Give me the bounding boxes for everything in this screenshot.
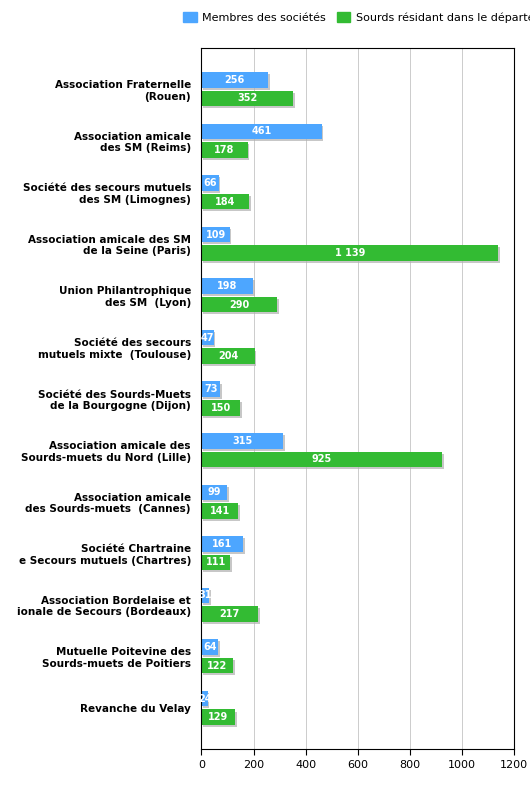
Bar <box>203 435 285 450</box>
Bar <box>201 691 208 706</box>
Text: 925: 925 <box>312 454 332 465</box>
Text: 64: 64 <box>203 642 216 652</box>
Bar <box>201 503 238 519</box>
Text: 129: 129 <box>208 713 228 722</box>
Bar <box>203 126 323 141</box>
Bar <box>203 402 242 418</box>
Bar <box>201 194 249 210</box>
Text: 198: 198 <box>217 281 237 291</box>
Bar <box>203 712 236 727</box>
Bar <box>203 229 232 245</box>
Bar <box>201 433 284 449</box>
Bar <box>201 142 248 158</box>
Legend: Membres des sociétés, Sourds résidant dans le département: Membres des sociétés, Sourds résidant da… <box>179 8 530 27</box>
Text: 47: 47 <box>201 332 214 343</box>
Bar <box>201 175 218 190</box>
Text: 178: 178 <box>215 145 235 155</box>
Text: 99: 99 <box>208 487 221 497</box>
Text: 256: 256 <box>225 75 245 84</box>
Bar <box>203 608 260 624</box>
Bar <box>203 453 444 469</box>
Text: 122: 122 <box>207 661 227 670</box>
Text: 150: 150 <box>211 402 231 413</box>
Text: 31: 31 <box>199 591 212 600</box>
Text: 66: 66 <box>203 178 217 188</box>
Bar <box>201 278 253 294</box>
Bar <box>203 332 215 347</box>
Bar <box>203 351 256 366</box>
Bar <box>201 536 243 552</box>
Text: 352: 352 <box>237 93 258 104</box>
Bar <box>201 297 277 312</box>
Bar <box>201 227 230 242</box>
Bar <box>201 452 443 467</box>
Bar <box>203 590 211 605</box>
Bar <box>203 74 270 89</box>
Bar <box>201 607 258 622</box>
Bar <box>203 247 500 263</box>
Bar <box>203 281 254 296</box>
Bar <box>201 72 268 88</box>
Bar <box>203 383 222 399</box>
Bar <box>201 639 218 655</box>
Bar <box>203 693 209 709</box>
Bar <box>201 587 209 603</box>
Text: 109: 109 <box>206 230 226 240</box>
Bar <box>201 348 254 364</box>
Text: 217: 217 <box>219 609 240 619</box>
Bar <box>203 642 219 657</box>
Bar <box>203 92 295 108</box>
Bar <box>201 400 241 415</box>
Text: 184: 184 <box>215 197 235 206</box>
Text: 1 139: 1 139 <box>334 248 365 258</box>
Text: 290: 290 <box>229 300 249 310</box>
Bar <box>203 505 240 520</box>
Bar <box>201 658 233 673</box>
Text: 315: 315 <box>232 436 253 446</box>
Bar <box>201 91 293 106</box>
Text: 161: 161 <box>212 539 233 549</box>
Bar <box>201 709 235 725</box>
Text: 141: 141 <box>210 506 230 516</box>
Text: 461: 461 <box>251 127 271 136</box>
Bar <box>203 299 279 315</box>
Text: 73: 73 <box>204 384 218 395</box>
Bar <box>203 660 235 675</box>
Text: 204: 204 <box>218 351 238 361</box>
Bar <box>201 245 498 261</box>
Bar <box>201 330 214 345</box>
Bar <box>203 196 251 211</box>
Bar <box>203 487 229 502</box>
Bar <box>203 144 249 159</box>
Bar <box>201 124 322 139</box>
Bar <box>203 538 245 554</box>
Bar <box>201 555 231 570</box>
Bar <box>201 382 220 397</box>
Bar <box>203 557 232 572</box>
Text: 24: 24 <box>198 693 211 704</box>
Bar <box>201 485 227 500</box>
Text: 111: 111 <box>206 557 226 567</box>
Bar <box>203 177 220 193</box>
